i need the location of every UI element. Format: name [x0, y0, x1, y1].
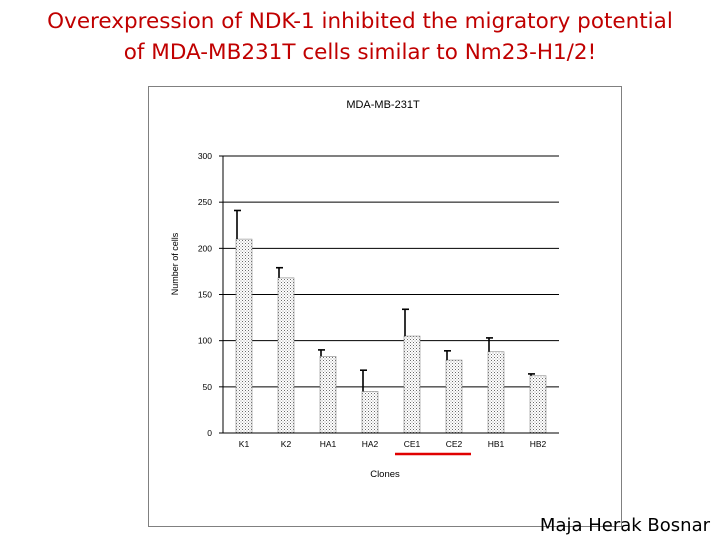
- bar: [319, 356, 337, 434]
- bar: [445, 359, 463, 434]
- x-axis-label: Clones: [370, 469, 400, 480]
- axis-layer: 0 50 100 150 200 250 300 K1 K2 HA1 HA2 CE1 CE2 HB1 HB2: [198, 151, 559, 456]
- bar: [361, 391, 379, 434]
- chart-title: MDA-MB-231T: [346, 99, 420, 111]
- x-tick-label: CE1: [404, 439, 421, 449]
- y-tick-label: 300: [198, 151, 212, 161]
- grid-layer: [223, 155, 559, 388]
- author-name: Maja Herak Bosnar: [539, 515, 710, 536]
- bar-layer: [234, 209, 547, 434]
- y-tick-label: 150: [198, 290, 212, 300]
- x-tick-label: HB1: [488, 439, 505, 449]
- chart-frame: MDA-MB-231T Number of cells Clones 0 50 10…: [148, 86, 622, 527]
- x-tick-label: K2: [281, 439, 292, 449]
- bar: [235, 238, 253, 434]
- bar: [487, 351, 505, 434]
- bar: [403, 335, 421, 434]
- y-axis-label: Number of cells: [170, 232, 180, 295]
- bar-chart: MDA-MB-231T Number of cells Clones 0 50 10…: [170, 99, 559, 480]
- slide-title-line-1: Overexpression of NDK-1 inhibited the mi…: [47, 9, 673, 34]
- slide-title-line-2: of MDA-MB231T cells similar to Nm23-H1/2…: [123, 40, 597, 65]
- y-tick-label: 100: [198, 336, 212, 346]
- y-tick-label: 200: [198, 243, 212, 253]
- y-tick-label: 250: [198, 197, 212, 207]
- slide-title: Overexpression of NDK-1 inhibited the mi…: [0, 6, 720, 68]
- x-tick-label: HB2: [530, 439, 547, 449]
- x-tick-label: K1: [239, 439, 250, 449]
- bar: [529, 375, 547, 434]
- y-tick-label: 0: [207, 428, 212, 438]
- bar: [277, 277, 295, 434]
- x-tick-label: HA2: [362, 439, 379, 449]
- y-tick-label: 50: [203, 382, 213, 392]
- x-tick-label: CE2: [446, 439, 463, 449]
- x-tick-label: HA1: [320, 439, 337, 449]
